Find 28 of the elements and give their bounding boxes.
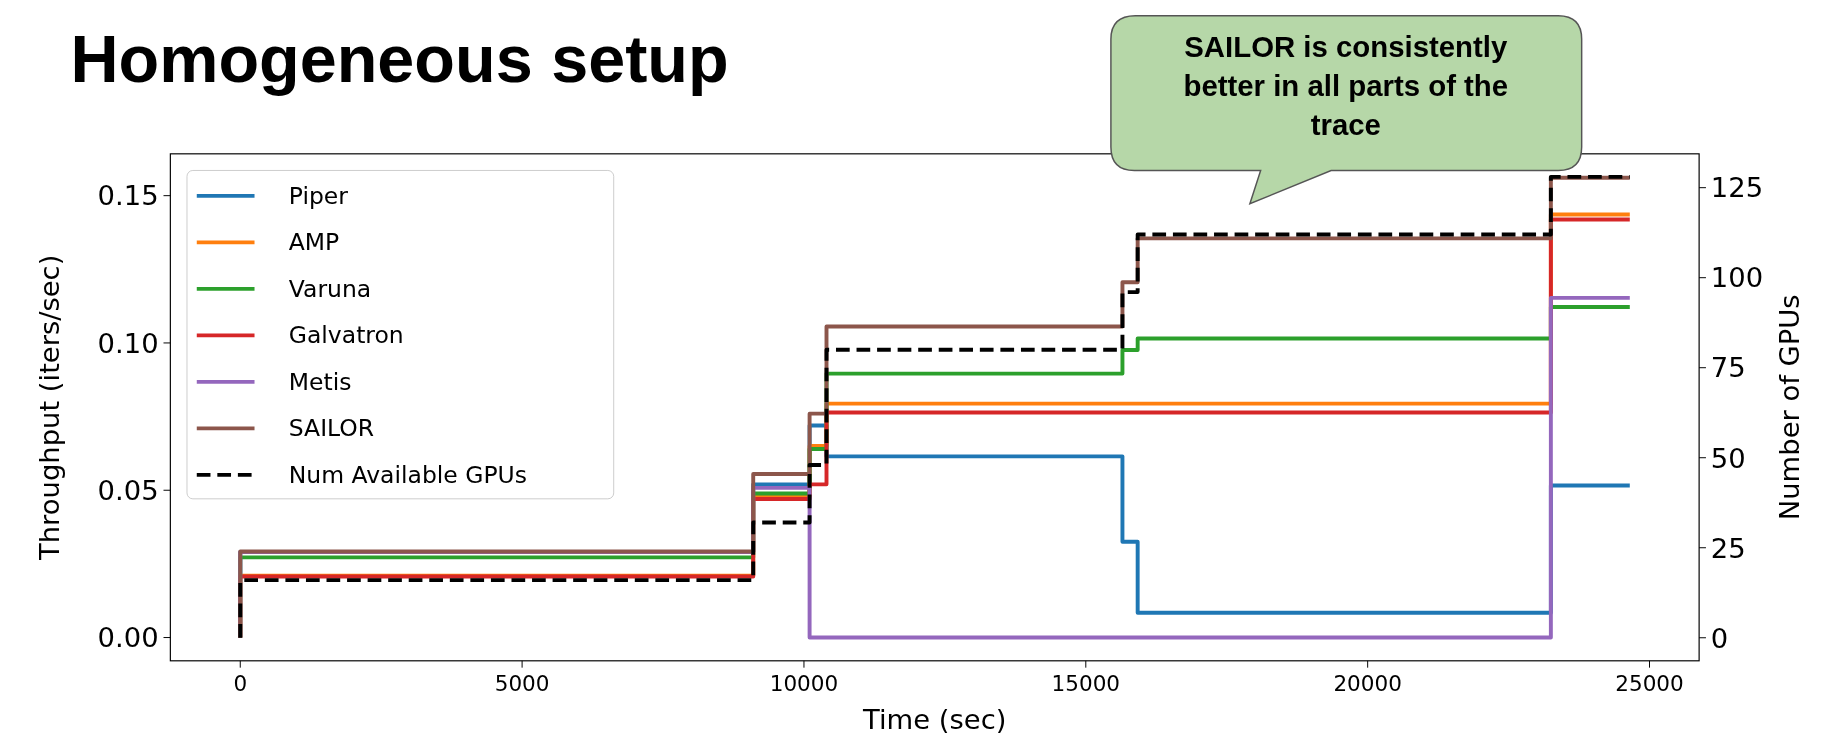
- legend-label: AMP: [288, 228, 340, 257]
- y2-tick-label: 75: [1710, 352, 1746, 384]
- y2-axis-title: Number of GPUs: [1773, 294, 1805, 521]
- y-tick-label: 0.15: [97, 180, 159, 212]
- x-tick-label: 20000: [1333, 671, 1402, 697]
- legend-label: Galvatron: [288, 321, 404, 350]
- x-tick-label: 10000: [769, 671, 839, 697]
- y2-tick-label: 0: [1710, 622, 1729, 654]
- y-tick-label: 0.00: [97, 622, 159, 654]
- y2-tick-label: 50: [1710, 442, 1746, 474]
- legend-label: Metis: [288, 367, 352, 396]
- x-tick-label: 15000: [1051, 671, 1121, 697]
- y-axis-title: Throughput (iters/sec): [33, 254, 65, 561]
- y2-tick-label: 125: [1710, 172, 1764, 204]
- legend-label: SAILOR: [288, 414, 375, 443]
- y2-tick-label: 100: [1710, 262, 1764, 294]
- legend-label: Piper: [288, 181, 349, 210]
- text: SAILOR is consistently better in all parts of the trace: [1183, 29, 1509, 142]
- x-tick-label: 0: [233, 671, 248, 697]
- y-tick-label: 0.05: [97, 475, 159, 507]
- chart-title: Homogeneous setup: [70, 22, 729, 97]
- y-tick-label: 0.10: [97, 327, 159, 359]
- x-tick-label: 5000: [494, 671, 550, 697]
- x-tick-label: 25000: [1615, 671, 1684, 697]
- y2-tick-label: 25: [1710, 532, 1746, 564]
- x-axis-title: Time (sec): [862, 704, 1007, 736]
- legend-label: Varuna: [288, 274, 372, 303]
- legend-label: Num Available GPUs: [288, 460, 527, 489]
